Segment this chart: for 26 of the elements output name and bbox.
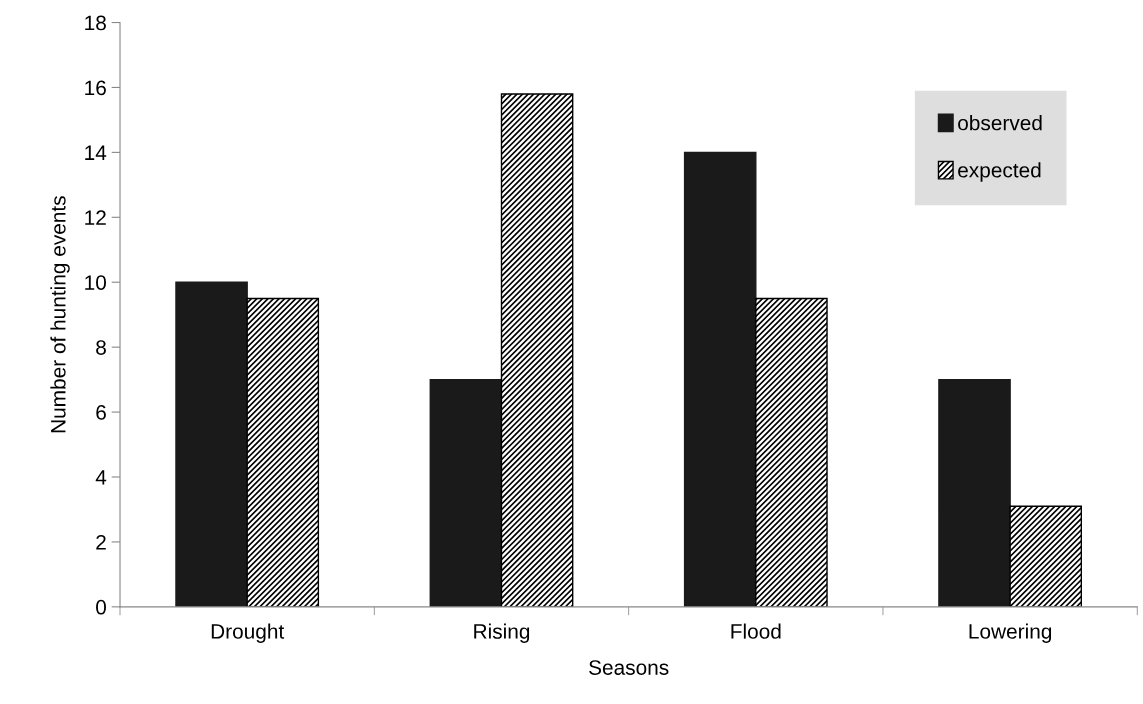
y-tick-label: 4 [95,470,107,485]
legend-label: expected [958,162,1041,182]
y-tick-label: 0 [96,599,107,615]
x-tick-label: Flood [731,623,781,639]
bar [1009,505,1083,607]
y-tick-label: 8 [96,340,106,355]
bar [755,297,828,607]
bar [429,378,503,607]
x-axis-title: Seasons [589,660,669,675]
y-tick-label: 14 [85,145,107,160]
x-tick-label: Rising [474,623,530,643]
bar [500,93,574,607]
x-tick-label: Drought [211,623,285,643]
bar [938,378,1011,607]
y-tick-label: 2 [96,534,106,550]
y-tick-label: 12 [85,210,106,225]
y-tick-label: 10 [85,275,107,290]
bar [175,281,248,607]
x-tick-label: Lowering [969,623,1052,643]
y-axis-title: Number of hunting events [50,196,70,433]
y-tick-label: 6 [96,405,106,420]
bar [246,297,320,607]
y-tick-label: 16 [85,80,106,96]
y-tick-label: 18 [85,15,106,31]
legend-label: observed [958,115,1042,131]
bar [683,151,757,607]
